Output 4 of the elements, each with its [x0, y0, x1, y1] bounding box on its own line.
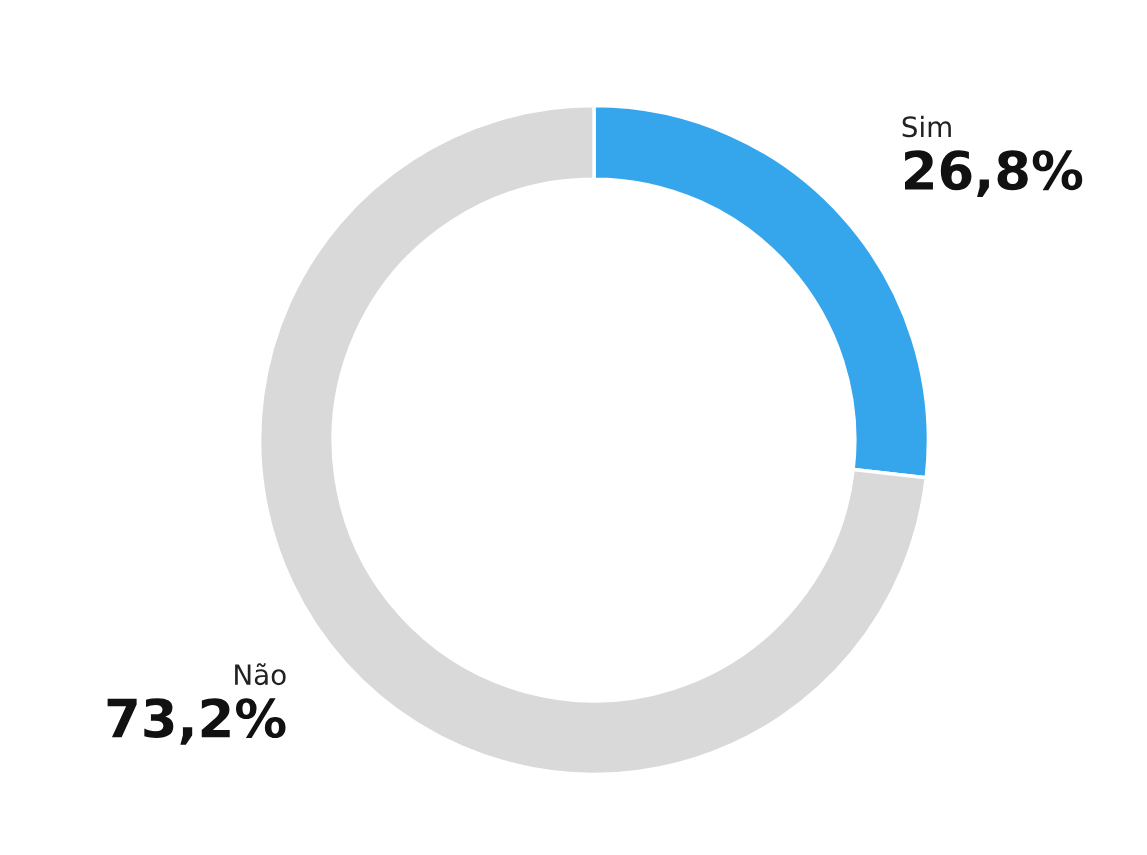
slice-label: Sim: [902, 115, 951, 138]
slice-label: Não: [235, 663, 286, 686]
data-label: 73,2%: [107, 698, 286, 745]
data-label: 26,8%: [904, 150, 1083, 197]
